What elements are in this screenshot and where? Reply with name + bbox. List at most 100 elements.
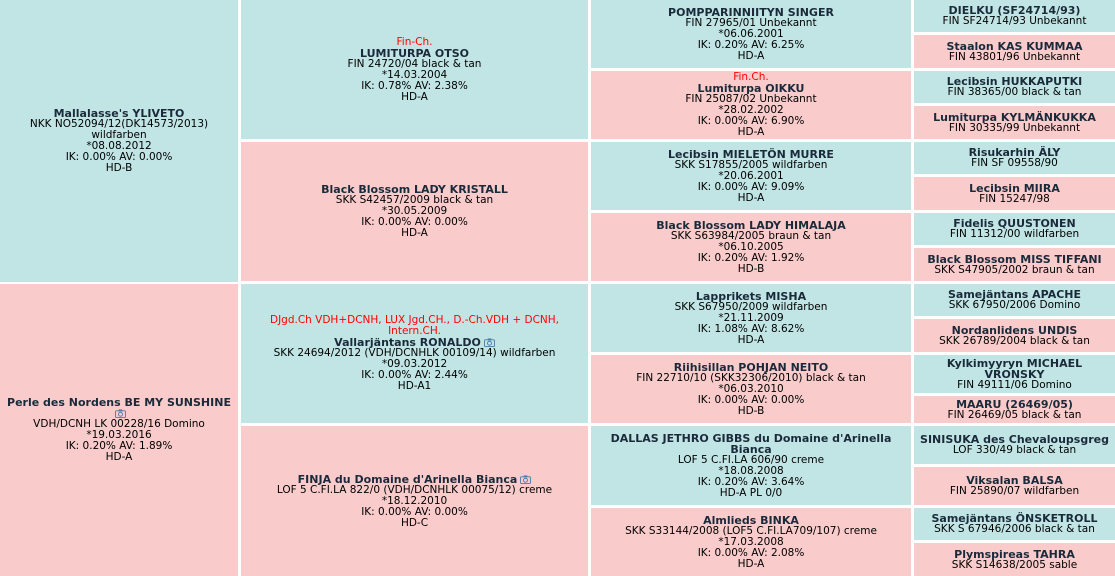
inbreeding-line: IK: 0.20% AV: 1.89%: [65, 440, 173, 452]
registration-line: FIN SF24714/93 Unbekannt: [942, 15, 1087, 27]
pedigree-cell[interactable]: DJgd.Ch VDH+DCNH, LUX Jgd.CH., D.-Ch.VDH…: [241, 284, 588, 423]
registration-line: SKK S33144/2008 (LOF5 C.FI.LA709/107) cr…: [625, 524, 877, 537]
pedigree-cell[interactable]: MAARU (26469/05) FIN 26469/05 black & ta…: [914, 396, 1115, 423]
pedigree-cell[interactable]: SINISUKA des Chevaloupsgreg LOF 330/49 b…: [914, 426, 1115, 464]
dog-name-link[interactable]: Plymspireas TAHRA: [954, 547, 1075, 561]
hd-line: HD-A: [737, 557, 765, 570]
registration-line: FIN 43801/96 Unbekannt: [948, 50, 1081, 63]
dog-name-link[interactable]: Samejäntans ÖNSKETROLL: [931, 512, 1098, 525]
inbreeding-line: IK: 0.00% AV: 6.90%: [697, 115, 805, 127]
hd-line: HD-A: [737, 126, 765, 138]
dog-name-link[interactable]: Lecibsin MIELETÖN MURRE: [668, 147, 834, 161]
dog-name-row: Vallarjäntans RONALDO: [334, 337, 495, 348]
dog-name-link[interactable]: POMPPARINNIITYN SINGER: [668, 5, 834, 19]
camera-icon[interactable]: [520, 474, 532, 484]
registration-line: SKK S17855/2005 wildfarben: [674, 158, 828, 171]
dog-name-link[interactable]: Perle des Nordens BE MY SUNSHINE: [7, 396, 231, 409]
pedigree-cell[interactable]: Lecibsin MIELETÖN MURRE SKK S17855/2005 …: [591, 142, 911, 210]
dog-name-link[interactable]: Lumiturpa KYLMÄNKUKKA: [933, 110, 1096, 124]
hd-line: HD-B: [737, 262, 765, 275]
pedigree-cell[interactable]: Black Blossom LADY HIMALAJA SKK S63984/2…: [591, 213, 911, 281]
dog-name-link[interactable]: Riihisillan POHJAN NEITO: [673, 360, 829, 374]
pedigree-cell[interactable]: Black Blossom MISS TIFFANI SKK S47905/20…: [914, 248, 1115, 281]
dog-name-link[interactable]: Lecibsin MIIRA: [969, 181, 1060, 195]
dog-name-link[interactable]: Black Blossom LADY KRISTALL: [321, 183, 508, 196]
pedigree-cell[interactable]: Lecibsin HUKKAPUTKI FIN 38365/00 black &…: [914, 71, 1115, 103]
inbreeding-line: IK: 0.20% AV: 6.25%: [697, 38, 805, 51]
pedigree-cell[interactable]: Perle des Nordens BE MY SUNSHINE VDH/DCN…: [0, 284, 238, 576]
pedigree-cell[interactable]: Samejäntans APACHE SKK 67950/2006 Domino: [914, 284, 1115, 316]
registration-line: FIN 38365/00 black & tan: [947, 86, 1082, 98]
registration-line: FIN 25087/02 Unbekannt: [685, 93, 817, 105]
pedigree-cell[interactable]: Staalon KAS KUMMAA FIN 43801/96 Unbekann…: [914, 35, 1115, 68]
camera-icon[interactable]: [112, 408, 126, 419]
registration-line: SKK 26789/2004 black & tan: [939, 334, 1090, 347]
pedigree-cell[interactable]: Samejäntans ÖNSKETROLL SKK S 67946/2006 …: [914, 508, 1115, 540]
dog-name-link[interactable]: DIELKU (SF24714/93): [948, 4, 1081, 17]
birth-date: *18.08.2008: [718, 464, 784, 477]
pedigree-cell[interactable]: DALLAS JETHRO GIBBS du Domaine d'Arinell…: [591, 426, 911, 505]
pedigree-cell[interactable]: Black Blossom LADY KRISTALL SKK S42457/2…: [241, 142, 588, 281]
dog-name-link[interactable]: Staalon KAS KUMMAA: [946, 39, 1083, 53]
dog-name-link[interactable]: Mallalasse's YLIVETO: [53, 107, 185, 120]
pedigree-cell[interactable]: Fidelis QUUSTONEN FIN 11312/00 wildfarbe…: [914, 213, 1115, 245]
camera-icon[interactable]: [483, 338, 495, 347]
dog-name-link[interactable]: Kylkimyyryn MICHAEL VRONSKY: [946, 356, 1083, 381]
dog-name-link[interactable]: Fidelis QUUSTONEN: [953, 217, 1076, 230]
dog-name-link[interactable]: FINJA du Domaine d'Arinella Bianca: [297, 472, 518, 486]
pedigree-cell[interactable]: DIELKU (SF24714/93) FIN SF24714/93 Unbek…: [914, 0, 1115, 32]
pedigree-cell[interactable]: Mallalasse's YLIVETO NKK NO52094/12(DK14…: [0, 0, 238, 282]
registration-line: SKK S63984/2005 braun & tan: [670, 229, 832, 242]
pedigree-cell[interactable]: Riihisillan POHJAN NEITO FIN 22710/10 (S…: [591, 355, 911, 423]
inbreeding-line: IK: 0.00% AV: 0.00%: [65, 151, 173, 163]
dog-name-link[interactable]: Risukarhin ÄLY: [968, 146, 1061, 159]
birth-date: *18.12.2010: [381, 494, 448, 507]
dog-name-link[interactable]: Samejäntans APACHE: [947, 288, 1082, 301]
birth-date: *06.10.2005: [718, 240, 784, 253]
dog-name-link[interactable]: DALLAS JETHRO GIBBS du Domaine d'Arinell…: [610, 431, 892, 456]
pedigree-cell[interactable]: Kylkimyyryn MICHAEL VRONSKY FIN 49111/06…: [914, 355, 1115, 393]
pedigree-cell[interactable]: Viksalan BALSA FIN 25890/07 wildfarben: [914, 467, 1115, 505]
dog-name-link[interactable]: LUMITURPA OTSO: [359, 46, 470, 60]
dog-name-link[interactable]: Black Blossom LADY HIMALAJA: [656, 218, 846, 232]
dog-name-link[interactable]: Vallarjäntans RONALDO: [334, 336, 481, 349]
pedigree-cell[interactable]: Plymspireas TAHRA SKK S14638/2005 sable: [914, 543, 1115, 576]
dog-name-link[interactable]: Almlieds BINKA: [703, 513, 799, 527]
registration-line: LOF 330/49 black & tan: [952, 444, 1077, 456]
dog-name-link[interactable]: MAARU (26469/05): [956, 397, 1073, 411]
title-line: Fin-Ch.: [396, 35, 433, 48]
dog-name-link[interactable]: Black Blossom MISS TIFFANI: [927, 252, 1102, 266]
pedigree-cell[interactable]: Lecibsin MIIRA FIN 15247/98: [914, 177, 1115, 210]
hd-line: HD-A PL 0/0: [719, 486, 783, 499]
dog-name-link[interactable]: Lumiturpa OIKKU: [697, 82, 805, 95]
registration-line: FIN 24720/04 black & tan: [347, 57, 482, 70]
dog-name-row: FINJA du Domaine d'Arinella Bianca: [298, 474, 532, 485]
hd-line: HD-B: [737, 404, 765, 417]
pedigree-cell[interactable]: FINJA du Domaine d'Arinella Bianca LOF 5…: [241, 426, 588, 576]
dog-name-link[interactable]: Nordanlidens UNDIS: [951, 323, 1078, 337]
birth-date: *14.03.2004: [381, 68, 448, 81]
registration-line: SKK 24694/2012 (VDH/DCNHLK 00109/14) wil…: [273, 347, 556, 359]
pedigree-cell[interactable]: Nordanlidens UNDIS SKK 26789/2004 black …: [914, 319, 1115, 352]
pedigree-cell[interactable]: Lapprikets MISHA SKK S67950/2009 wildfar…: [591, 284, 911, 352]
registration-line: NKK NO52094/12(DK14573/2013): [29, 118, 209, 130]
registration-line: SKK S47905/2002 braun & tan: [934, 263, 1095, 276]
pedigree-cell[interactable]: Lumiturpa KYLMÄNKUKKA FIN 30335/99 Unbek…: [914, 106, 1115, 139]
inbreeding-line: IK: 0.00% AV: 2.44%: [361, 369, 468, 381]
pedigree-cell[interactable]: Fin.Ch. Lumiturpa OIKKU FIN 25087/02 Unb…: [591, 71, 911, 139]
pedigree-cell[interactable]: Fin-Ch. LUMITURPA OTSO FIN 24720/04 blac…: [241, 0, 588, 139]
pedigree-cell[interactable]: Risukarhin ÄLY FIN SF 09558/90: [914, 142, 1115, 174]
dog-name-link[interactable]: Lecibsin HUKKAPUTKI: [946, 75, 1083, 88]
hd-line: HD-C: [400, 516, 429, 529]
inbreeding-line: IK: 0.20% AV: 3.64%: [697, 475, 805, 488]
inbreeding-line: IK: 0.00% AV: 0.00%: [361, 505, 468, 518]
dog-name-link[interactable]: SINISUKA des Chevaloupsgreg: [920, 433, 1109, 446]
dog-name-link[interactable]: Viksalan BALSA: [966, 474, 1063, 487]
pedigree-cell[interactable]: Almlieds BINKA SKK S33144/2008 (LOF5 C.F…: [591, 508, 911, 576]
dog-name-link[interactable]: Lapprikets MISHA: [695, 289, 807, 303]
inbreeding-line: IK: 0.78% AV: 2.38%: [361, 79, 468, 92]
registration-line: FIN 49111/06 Domino: [957, 378, 1072, 391]
birth-date: *06.03.2010: [718, 382, 784, 395]
birth-date: *21.11.2009: [718, 311, 784, 324]
pedigree-cell[interactable]: POMPPARINNIITYN SINGER FIN 27965/01 Unbe…: [591, 0, 911, 68]
